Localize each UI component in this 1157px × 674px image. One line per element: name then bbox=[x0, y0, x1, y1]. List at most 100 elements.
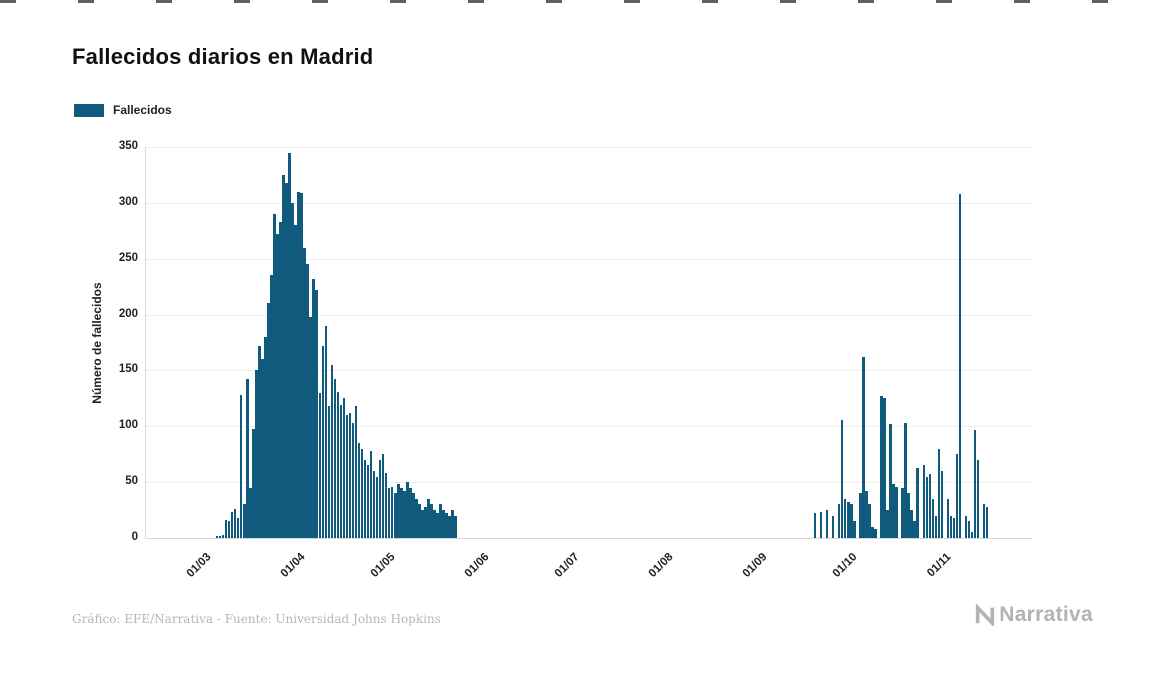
bar bbox=[227, 521, 231, 538]
gridline bbox=[145, 314, 1032, 316]
bar bbox=[892, 484, 895, 538]
bar bbox=[907, 493, 910, 538]
bar bbox=[843, 498, 847, 538]
bar bbox=[403, 491, 406, 538]
bar bbox=[922, 465, 925, 538]
bar bbox=[357, 443, 361, 538]
bar bbox=[276, 234, 279, 538]
bar bbox=[384, 473, 388, 538]
bar bbox=[336, 391, 340, 538]
bar bbox=[934, 515, 938, 538]
bar bbox=[351, 422, 355, 538]
bar bbox=[360, 448, 364, 538]
x-tick-label: 01/11 bbox=[924, 551, 954, 580]
bar bbox=[889, 424, 892, 538]
bar bbox=[252, 428, 255, 538]
cropped-content-strip bbox=[0, 0, 1157, 3]
bar bbox=[306, 264, 309, 538]
y-tick-label: 200 bbox=[118, 307, 138, 320]
bar bbox=[868, 504, 871, 538]
bar bbox=[916, 467, 919, 538]
bar bbox=[430, 504, 433, 538]
bar bbox=[813, 513, 817, 538]
x-axis-line bbox=[145, 538, 1032, 539]
bar bbox=[415, 498, 418, 538]
y-tick-label: 150 bbox=[118, 363, 138, 376]
gridline bbox=[145, 370, 1032, 372]
bar bbox=[925, 476, 929, 538]
bar bbox=[931, 498, 935, 538]
bar bbox=[853, 521, 856, 538]
bar bbox=[862, 357, 865, 538]
bar bbox=[883, 398, 886, 538]
source-credit: Gráfico: EFE/Narrativa - Fuente: Univers… bbox=[72, 612, 441, 626]
bar bbox=[940, 470, 944, 538]
bar bbox=[985, 506, 989, 538]
bar bbox=[387, 487, 391, 538]
bar bbox=[324, 325, 328, 538]
bar bbox=[976, 459, 980, 538]
legend-swatch[interactable] bbox=[74, 103, 104, 117]
bar bbox=[847, 502, 850, 538]
bar bbox=[451, 510, 454, 538]
bar bbox=[427, 498, 430, 538]
gridline bbox=[145, 147, 1032, 148]
x-tick-label: 01/07 bbox=[553, 551, 582, 580]
gridline bbox=[145, 426, 1032, 428]
bar bbox=[871, 526, 874, 538]
bar bbox=[255, 370, 258, 538]
bar bbox=[445, 513, 448, 538]
bar bbox=[249, 487, 252, 538]
bar bbox=[315, 289, 318, 538]
y-tick-label: 100 bbox=[118, 419, 138, 432]
bar bbox=[406, 482, 409, 538]
gridline bbox=[145, 258, 1032, 260]
bar bbox=[946, 498, 950, 538]
bar bbox=[880, 396, 883, 538]
bar bbox=[831, 515, 835, 538]
bar bbox=[967, 521, 971, 538]
brand-logo: Narrativa bbox=[974, 603, 1093, 627]
bar bbox=[874, 529, 877, 538]
bar bbox=[859, 493, 862, 538]
bar bbox=[454, 515, 457, 538]
bar bbox=[904, 422, 907, 538]
bar bbox=[300, 192, 303, 538]
bar bbox=[243, 504, 246, 538]
bar bbox=[342, 398, 346, 538]
legend[interactable]: Fallecidos bbox=[74, 103, 172, 117]
bar bbox=[218, 535, 222, 538]
gridline bbox=[145, 202, 1032, 204]
bar bbox=[412, 493, 415, 538]
bar bbox=[285, 182, 288, 538]
x-tick-label: 01/06 bbox=[462, 551, 492, 580]
bar bbox=[970, 532, 974, 538]
bar bbox=[418, 504, 421, 538]
bar bbox=[224, 520, 228, 538]
bar bbox=[865, 491, 868, 538]
bar bbox=[378, 459, 382, 538]
bar bbox=[239, 395, 243, 538]
bar bbox=[913, 521, 916, 538]
bar bbox=[394, 493, 397, 538]
bar bbox=[819, 512, 823, 538]
bar bbox=[895, 486, 898, 538]
brand-name: Narrativa bbox=[999, 603, 1093, 626]
bar bbox=[330, 364, 334, 538]
bar bbox=[928, 474, 932, 538]
bar bbox=[279, 221, 282, 538]
legend-label: Fallecidos bbox=[113, 103, 172, 117]
bar bbox=[348, 412, 352, 538]
y-tick-label: 0 bbox=[131, 531, 138, 543]
bar bbox=[327, 406, 331, 538]
bar bbox=[333, 379, 337, 538]
bar bbox=[952, 517, 956, 538]
bar bbox=[318, 392, 321, 538]
bar bbox=[901, 487, 904, 538]
bar bbox=[973, 429, 977, 538]
bar bbox=[910, 510, 913, 538]
bar bbox=[448, 515, 451, 538]
bar bbox=[339, 405, 343, 538]
bar bbox=[837, 504, 841, 538]
bar bbox=[958, 193, 962, 538]
